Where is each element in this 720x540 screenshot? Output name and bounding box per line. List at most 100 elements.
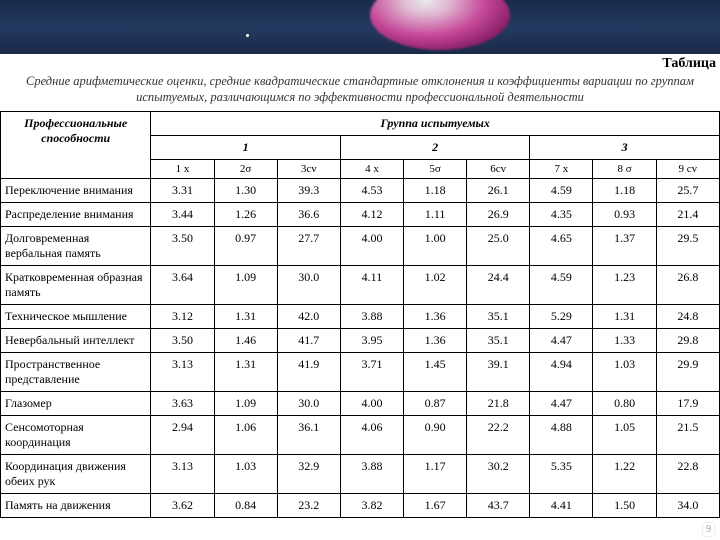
cell: 4.65	[530, 227, 593, 266]
cell: 29.8	[656, 329, 719, 353]
cell: 1.18	[404, 179, 467, 203]
cell: 1.03	[593, 353, 656, 392]
col-header-group-1: 1	[151, 136, 340, 160]
cell: 1.37	[593, 227, 656, 266]
cell: 4.59	[530, 266, 593, 305]
row-label: Распределение внимания	[1, 203, 151, 227]
cell: 25.0	[467, 227, 530, 266]
cell: 39.1	[467, 353, 530, 392]
cell: 4.88	[530, 416, 593, 455]
cell: 2.94	[151, 416, 214, 455]
cell: 3.88	[340, 305, 403, 329]
cell: 3.64	[151, 266, 214, 305]
table-row: Техническое мышление3.121.3142.03.881.36…	[1, 305, 720, 329]
cell: 5.35	[530, 455, 593, 494]
cell: 41.7	[277, 329, 340, 353]
cell: 3.50	[151, 329, 214, 353]
cell: 1.31	[214, 353, 277, 392]
cell: 29.5	[656, 227, 719, 266]
cell: 0.93	[593, 203, 656, 227]
subhead-9: 9 cv	[656, 160, 719, 179]
cell: 1.46	[214, 329, 277, 353]
cell: 32.9	[277, 455, 340, 494]
cell: 26.1	[467, 179, 530, 203]
cell: 30.0	[277, 392, 340, 416]
cell: 25.7	[656, 179, 719, 203]
subhead-6: 6cv	[467, 160, 530, 179]
cell: 4.00	[340, 227, 403, 266]
subhead-3: 3cv	[277, 160, 340, 179]
cell: 4.94	[530, 353, 593, 392]
cell: 3.13	[151, 455, 214, 494]
cell: 41.9	[277, 353, 340, 392]
cell: 0.84	[214, 494, 277, 518]
cell: 4.47	[530, 392, 593, 416]
table-row: Координация движения обеих рук3.131.0332…	[1, 455, 720, 494]
cell: 34.0	[656, 494, 719, 518]
cell: 0.97	[214, 227, 277, 266]
table-row: Память на движения3.620.8423.23.821.6743…	[1, 494, 720, 518]
row-label: Техническое мышление	[1, 305, 151, 329]
col-header-abilities: Профессиональные способности	[1, 112, 151, 179]
cell: 1.00	[404, 227, 467, 266]
table-label: Таблица	[0, 54, 720, 72]
cell: 1.05	[593, 416, 656, 455]
subhead-7: 7 x	[530, 160, 593, 179]
cell: 1.67	[404, 494, 467, 518]
cell: 3.82	[340, 494, 403, 518]
cell: 1.31	[593, 305, 656, 329]
subhead-5: 5σ	[404, 160, 467, 179]
cell: 21.5	[656, 416, 719, 455]
row-label: Переключение внимания	[1, 179, 151, 203]
col-header-group-2: 2	[340, 136, 529, 160]
row-label: Память на движения	[1, 494, 151, 518]
cell: 1.50	[593, 494, 656, 518]
cell: 1.36	[404, 305, 467, 329]
cell: 1.11	[404, 203, 467, 227]
cell: 4.06	[340, 416, 403, 455]
cell: 1.17	[404, 455, 467, 494]
cell: 3.95	[340, 329, 403, 353]
cell: 3.44	[151, 203, 214, 227]
cell: 30.0	[277, 266, 340, 305]
table-caption: Средние арифметические оценки, средние к…	[0, 72, 720, 111]
row-label: Координация движения обеих рук	[1, 455, 151, 494]
table-row: Сенсомоторная координация2.941.0636.14.0…	[1, 416, 720, 455]
table-row: Пространственное представление3.131.3141…	[1, 353, 720, 392]
cell: 1.02	[404, 266, 467, 305]
cell: 1.26	[214, 203, 277, 227]
top-banner	[0, 0, 720, 54]
cell: 4.47	[530, 329, 593, 353]
cell: 22.2	[467, 416, 530, 455]
cell: 43.7	[467, 494, 530, 518]
cell: 4.12	[340, 203, 403, 227]
cell: 26.9	[467, 203, 530, 227]
cell: 23.2	[277, 494, 340, 518]
row-label: Пространственное представление	[1, 353, 151, 392]
cell: 39.3	[277, 179, 340, 203]
decorative-dot	[246, 34, 249, 37]
cell: 36.1	[277, 416, 340, 455]
decorative-orb	[370, 0, 510, 50]
cell: 27.7	[277, 227, 340, 266]
col-header-group-3: 3	[530, 136, 720, 160]
cell: 24.8	[656, 305, 719, 329]
table-row: Невербальный интеллект3.501.4641.73.951.…	[1, 329, 720, 353]
cell: 3.62	[151, 494, 214, 518]
cell: 3.63	[151, 392, 214, 416]
cell: 3.88	[340, 455, 403, 494]
cell: 0.90	[404, 416, 467, 455]
cell: 0.87	[404, 392, 467, 416]
row-label: Сенсомоторная координация	[1, 416, 151, 455]
row-label: Кратковременная образная память	[1, 266, 151, 305]
cell: 3.31	[151, 179, 214, 203]
cell: 3.13	[151, 353, 214, 392]
table-row: Распределение внимания3.441.2636.64.121.…	[1, 203, 720, 227]
table-row: Глазомер3.631.0930.04.000.8721.84.470.80…	[1, 392, 720, 416]
cell: 1.45	[404, 353, 467, 392]
cell: 1.03	[214, 455, 277, 494]
cell: 1.18	[593, 179, 656, 203]
cell: 1.30	[214, 179, 277, 203]
table-row: Кратковременная образная память3.641.093…	[1, 266, 720, 305]
cell: 5.29	[530, 305, 593, 329]
